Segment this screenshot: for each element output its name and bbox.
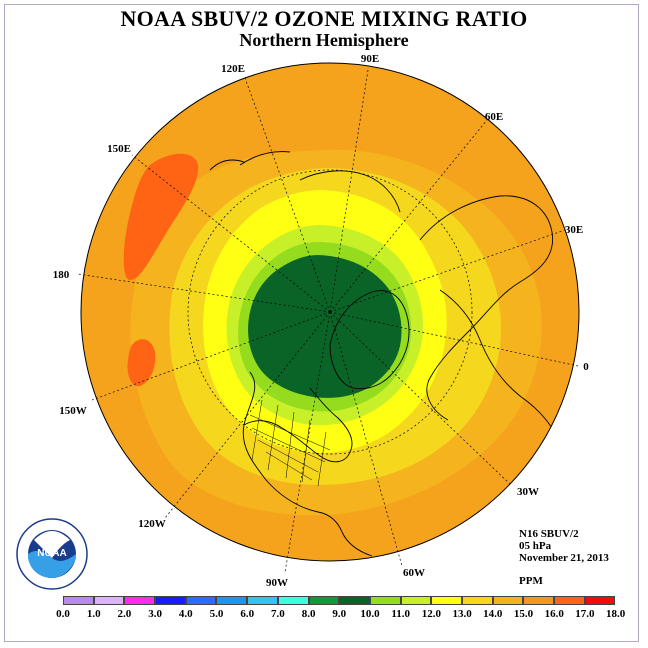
colorbar-swatch	[124, 596, 156, 605]
colorbar-tick-label: 2.0	[117, 608, 132, 620]
colorbar-tick-label: 6.0	[240, 608, 255, 620]
colorbar-tick-label: 4.0	[178, 608, 193, 620]
colorbar-tick-label: 1.0	[86, 608, 101, 620]
colorbar-swatch	[185, 596, 217, 605]
colorbar-tick-label: 3.0	[148, 608, 162, 620]
colorbar	[63, 596, 616, 605]
label-150w: 150W	[59, 405, 87, 417]
colorbar-swatch	[216, 596, 248, 605]
label-30e: 30E	[565, 224, 583, 236]
asia-east-outline	[209, 151, 401, 213]
colorbar-swatch	[523, 596, 554, 605]
meridian-30e	[329, 229, 566, 313]
label-60w: 60W	[403, 567, 425, 579]
label-30w: 30W	[517, 486, 539, 498]
colorbar-swatch	[277, 596, 309, 605]
meridian-0	[329, 311, 579, 367]
meridian-60w	[329, 311, 403, 567]
label-90e: 90E	[361, 53, 379, 65]
colorbar-swatch	[155, 596, 186, 605]
meridian-120w	[164, 311, 331, 519]
hemisphere-boundary	[80, 62, 580, 562]
colorbar-tick-label: 5.0	[209, 608, 224, 620]
graticule	[77, 69, 579, 573]
label-180: 180	[53, 269, 70, 281]
units-label: PPM	[519, 575, 543, 587]
colorbar-swatch	[308, 596, 340, 605]
contour-9	[248, 255, 402, 398]
colorbar-tick-label: 8.0	[301, 608, 316, 620]
colorbar-swatch	[247, 596, 278, 605]
meridian-120e	[244, 77, 331, 313]
label-120w: 120W	[138, 518, 166, 530]
colorbar-swatch	[339, 596, 370, 605]
label-90w: 90W	[266, 577, 288, 589]
meridian-180	[77, 273, 331, 313]
colorbar-swatch	[63, 596, 94, 605]
colorbar-tick-label: 11.0	[391, 608, 411, 620]
logo-text: NOAA	[37, 548, 66, 559]
high-region-west	[123, 153, 199, 280]
meridian-30w	[329, 311, 513, 487]
greenland-outline	[329, 290, 410, 390]
colorbar-tick-label: 17.0	[575, 608, 595, 620]
colorbar-swatch	[431, 596, 462, 605]
coastlines	[209, 151, 561, 557]
colorbar-swatch	[461, 596, 493, 605]
meridian-90w	[284, 311, 331, 573]
label-60e: 60E	[485, 111, 503, 123]
figure-frame	[4, 4, 639, 642]
label-150e: 150E	[107, 143, 131, 155]
colorbar-tick-label: 10.0	[360, 608, 380, 620]
date-label: November 21, 2013	[519, 552, 609, 564]
colorbar-tick-label: 18.0	[605, 608, 626, 620]
colorbar-tick-label: 0.0	[56, 608, 70, 620]
map-subtitle: Northern Hemisphere	[239, 30, 409, 50]
colorbar-swatch	[400, 596, 432, 605]
colorbar-tick-label: 12.0	[421, 608, 442, 620]
colorbar-tick-label: 7.0	[271, 608, 285, 620]
colorbar-swatch	[554, 596, 585, 605]
colorbar-tick-label: 9.0	[332, 608, 347, 620]
north-america-outline	[242, 371, 373, 557]
colorbar-swatch	[93, 596, 125, 605]
colorbar-swatch	[492, 596, 524, 605]
colorbar-tick-label: 15.0	[513, 608, 534, 620]
satellite-label: N16 SBUV/2	[519, 528, 579, 540]
latitude-circle-45n	[187, 169, 473, 455]
colorbar-swatch	[369, 596, 401, 605]
colorbar-tick-label: 16.0	[544, 608, 564, 620]
label-0: 0	[583, 361, 589, 373]
meridian-60e	[329, 119, 488, 313]
pressure-level: 05 hPa	[519, 540, 552, 552]
high-region-southwest	[127, 339, 156, 387]
map-title: NOAA SBUV/2 OZONE MIXING RATIO	[120, 6, 528, 31]
meridian-90e	[329, 69, 369, 313]
colorbar-tick-label: 13.0	[452, 608, 472, 620]
meridian-150e	[131, 154, 331, 313]
colorbar-tick-label: 14.0	[483, 608, 503, 620]
eurasia-outline	[419, 195, 561, 449]
label-120e: 120E	[221, 63, 245, 75]
meridian-150w	[91, 311, 331, 401]
colorbar-swatch	[584, 596, 616, 605]
noaa-logo: NOAA	[16, 518, 88, 590]
